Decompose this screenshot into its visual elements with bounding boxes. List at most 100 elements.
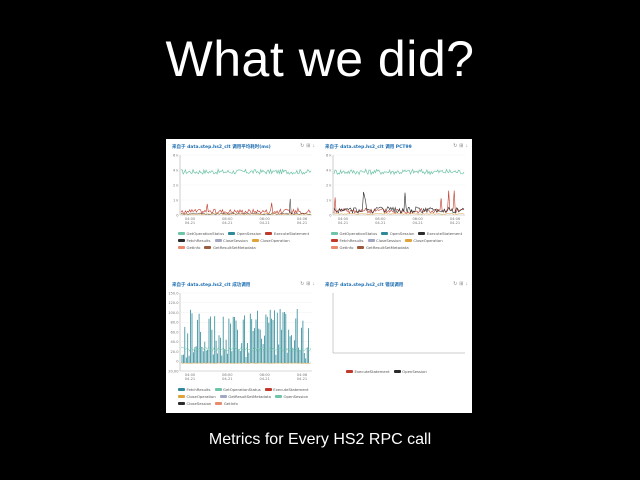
download-icon[interactable]: ↓: [312, 143, 316, 149]
x-tick-line: 04:06: [297, 217, 308, 221]
legend-item[interactable]: ExecuteStatement: [265, 231, 309, 236]
x-tick-line: 04-21: [297, 377, 307, 381]
y-tick-label: 2 k: [173, 183, 179, 187]
series-line: [180, 202, 312, 215]
legend-swatch: [418, 231, 426, 236]
legend-label: FetchResults: [339, 238, 364, 243]
refresh-icon[interactable]: ↻: [453, 143, 458, 149]
legend-label: GetInfo: [223, 401, 238, 406]
x-tick-label: 04:00 04-21: [185, 373, 196, 381]
zoom-icon[interactable]: ⊞: [306, 143, 311, 149]
avg-latency-panel: 来自于 data.step.hs2_clt 调用平均耗时(ms) ↻ ⊞ ↓ 6 k 4 …: [168, 141, 318, 275]
legend-item[interactable]: GetOperationStatus: [214, 387, 261, 392]
legend-swatch: [274, 394, 282, 399]
y-tick-label: 20.0: [170, 350, 179, 354]
y-tick-label: 120.0: [168, 301, 179, 305]
x-tick-line: 04:06: [450, 217, 461, 221]
x-tick-line: 04-21: [222, 377, 232, 381]
plot-area: [332, 293, 465, 354]
y-tick-label: 100.0: [168, 311, 179, 315]
refresh-icon[interactable]: ↻: [453, 281, 458, 287]
zoom-icon[interactable]: ⊞: [306, 281, 311, 287]
x-tick-line: 04-21: [222, 221, 232, 225]
legend-swatch: [178, 238, 185, 243]
zoom-icon[interactable]: ⊞: [459, 281, 464, 287]
x-tick-line: 04:00: [338, 217, 349, 221]
y-tick-label: -20.00: [168, 369, 179, 373]
legend-swatch: [404, 238, 412, 243]
legend-item[interactable]: FetchResults: [178, 387, 211, 392]
legend-item[interactable]: ExecuteStatement: [418, 231, 462, 236]
x-tick-line: 08:00: [259, 217, 270, 221]
series-line: [333, 212, 465, 215]
legend-label: FetchResults: [186, 387, 211, 392]
error-calls-panel: 来自于 data.step.hs2_clt 错误调用 ↻ ⊞ ↓ ExecuteStat…: [321, 279, 471, 413]
legend-item[interactable]: OpenSession: [228, 231, 261, 236]
series-line: [180, 362, 312, 364]
x-tick-line: 08:00: [222, 373, 233, 377]
legend-item[interactable]: OpenSession: [274, 394, 308, 399]
y-tick-label: 4 k: [326, 168, 332, 172]
y-tick-label: 1 k: [326, 198, 332, 202]
legend-label: CloseSession: [376, 238, 401, 243]
legend-label: OpenSession: [389, 231, 415, 236]
download-icon[interactable]: ↓: [465, 281, 469, 287]
legend-swatch: [219, 394, 227, 399]
panel-title: 来自于 data.step.hs2_clt 调用平均耗时(ms): [172, 145, 271, 150]
legend-item[interactable]: GetResultSetMetadata: [357, 245, 409, 250]
legend-item[interactable]: GetInfo: [215, 401, 238, 406]
download-icon[interactable]: ↓: [312, 281, 316, 287]
refresh-icon[interactable]: ↻: [300, 143, 305, 149]
legend-item[interactable]: GetOperationStatus: [178, 231, 224, 236]
legend-item[interactable]: GetResultSetMetadata: [204, 245, 256, 250]
y-tick-label: 0: [176, 360, 179, 364]
download-icon[interactable]: ↓: [465, 143, 469, 149]
legend-swatch: [331, 231, 338, 236]
legend-item[interactable]: GetInfo: [331, 245, 353, 250]
x-tick-line: 04-21: [338, 221, 348, 225]
y-tick-label: 60.0: [170, 330, 179, 334]
slide-title: What we did?: [165, 31, 475, 87]
legend-item[interactable]: CloseSession: [367, 238, 401, 243]
legend-label: ExecuteStatement: [354, 369, 390, 374]
x-tick-line: 08:00: [222, 217, 233, 221]
legend-item[interactable]: CloseSession: [214, 238, 248, 243]
legend-label: OpenSession: [402, 369, 427, 374]
series-line: [180, 213, 312, 216]
x-tick-label: 08:00 04-21: [375, 217, 386, 225]
legend-item[interactable]: FetchResults: [331, 238, 364, 243]
refresh-icon[interactable]: ↻: [300, 281, 305, 287]
chart-legend: FetchResults GetOperationStatus ExecuteSta…: [178, 387, 316, 406]
legend-item[interactable]: CloseOperation: [404, 238, 443, 243]
legend-item[interactable]: GetInfo: [178, 245, 200, 250]
series-line: [180, 346, 312, 352]
legend-item[interactable]: ExecuteStatement: [264, 387, 308, 392]
legend-label: GetInfo: [339, 245, 354, 250]
legend-label: CloseSession: [186, 401, 212, 406]
y-tick-label: 2 k: [326, 183, 332, 187]
x-tick-line: 04-21: [259, 221, 269, 225]
legend-item[interactable]: ExecuteStatement: [346, 369, 390, 374]
legend-item[interactable]: CloseOperation: [251, 238, 290, 243]
zoom-icon[interactable]: ⊞: [459, 143, 464, 149]
legend-label: GetResultSetMetadata: [365, 245, 409, 250]
panel-toolbar: ↻ ⊞ ↓: [453, 143, 468, 149]
y-tick-label: 6 k: [326, 153, 332, 157]
x-tick-line: 04:00: [185, 373, 196, 377]
x-tick-line: 04-21: [375, 221, 385, 225]
legend-swatch: [214, 238, 222, 243]
legend-item[interactable]: FetchResults: [178, 238, 211, 243]
legend-label: CloseOperation: [413, 238, 443, 243]
legend-item[interactable]: CloseOperation: [178, 394, 216, 399]
y-tick-label: 40.0: [170, 340, 179, 344]
legend-item[interactable]: GetResultSetMetadata: [219, 394, 271, 399]
legend-item[interactable]: CloseSession: [178, 401, 211, 406]
x-tick-label: 08:00 04-21: [222, 217, 233, 225]
panel-toolbar: ↻ ⊞ ↓: [300, 143, 315, 149]
legend-item[interactable]: OpenSession: [393, 369, 427, 374]
x-tick-label: 08:00 04-21: [412, 217, 423, 225]
legend-item[interactable]: GetOperationStatus: [331, 231, 377, 236]
legend-swatch: [228, 231, 236, 236]
legend-item[interactable]: OpenSession: [381, 231, 414, 236]
